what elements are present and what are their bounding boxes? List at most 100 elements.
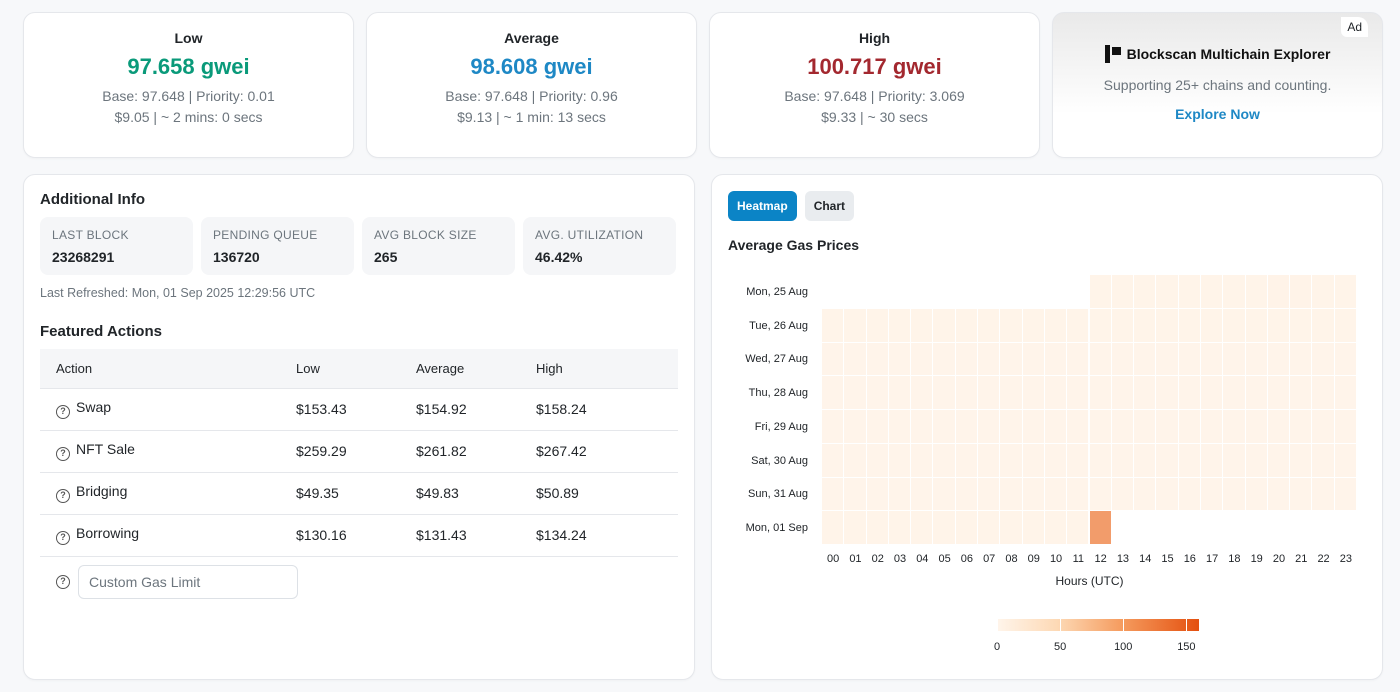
heatmap-cell[interactable] <box>1021 307 1045 343</box>
heatmap-cell[interactable] <box>1333 307 1357 343</box>
heatmap-cell[interactable] <box>1311 442 1335 478</box>
heatmap-cell[interactable] <box>1066 341 1090 377</box>
heatmap-cell[interactable] <box>1043 341 1068 377</box>
heatmap-cell[interactable] <box>1066 375 1090 410</box>
heatmap-cell[interactable] <box>977 510 1001 545</box>
heatmap-cell[interactable] <box>1133 476 1157 512</box>
tab-heatmap[interactable]: Heatmap <box>728 191 797 221</box>
heatmap-cell[interactable] <box>865 476 889 512</box>
heatmap-cell[interactable] <box>977 375 1001 410</box>
heatmap-cell[interactable] <box>843 341 867 377</box>
heatmap-cell[interactable] <box>1043 510 1068 545</box>
heatmap-cell[interactable] <box>999 341 1023 377</box>
heatmap-cell[interactable] <box>954 442 979 478</box>
heatmap-cell[interactable] <box>1222 274 1246 309</box>
heatmap-cell[interactable] <box>954 341 979 377</box>
heatmap-cell[interactable] <box>1110 375 1135 410</box>
heatmap-cell[interactable] <box>910 307 934 343</box>
heatmap-cell[interactable] <box>1289 476 1313 512</box>
heatmap-cell[interactable] <box>1244 341 1268 377</box>
heatmap-cell[interactable] <box>999 409 1023 444</box>
heatmap-cell[interactable] <box>1043 307 1068 343</box>
heatmap-cell[interactable] <box>1043 375 1068 410</box>
heatmap-cell[interactable] <box>910 510 934 545</box>
heatmap-cell[interactable] <box>1199 442 1224 478</box>
heatmap-cell[interactable] <box>1133 341 1157 377</box>
tab-chart[interactable]: Chart <box>804 191 855 221</box>
heatmap-cell[interactable] <box>1266 341 1291 377</box>
heatmap-cell[interactable] <box>887 341 912 377</box>
heatmap-cell[interactable] <box>865 375 889 410</box>
heatmap-cell[interactable] <box>1177 375 1201 410</box>
heatmap-cell[interactable] <box>1222 341 1246 377</box>
heatmap-cell[interactable] <box>1199 274 1224 309</box>
question-circle-icon[interactable]: ? <box>56 405 70 419</box>
heatmap-cell[interactable] <box>1066 409 1090 444</box>
heatmap-cell[interactable] <box>1199 375 1224 410</box>
question-circle-icon[interactable]: ? <box>56 575 70 589</box>
heatmap-cell[interactable] <box>1311 409 1335 444</box>
question-circle-icon[interactable]: ? <box>56 531 70 545</box>
heatmap-cell[interactable] <box>1088 307 1112 343</box>
heatmap-cell[interactable] <box>932 442 956 478</box>
heatmap-cell[interactable] <box>820 476 845 512</box>
question-circle-icon[interactable]: ? <box>56 447 70 461</box>
heatmap-cell[interactable] <box>1199 409 1224 444</box>
heatmap-cell[interactable] <box>1021 510 1045 545</box>
heatmap-cell[interactable] <box>1155 442 1179 478</box>
heatmap-cell[interactable] <box>887 476 912 512</box>
heatmap-cell[interactable] <box>1110 341 1135 377</box>
heatmap-cell[interactable] <box>954 307 979 343</box>
heatmap-cell[interactable] <box>820 409 845 444</box>
heatmap-cell[interactable] <box>932 375 956 410</box>
heatmap-cell[interactable] <box>843 510 867 545</box>
heatmap-cell[interactable] <box>1021 409 1045 444</box>
heatmap-cell[interactable] <box>999 375 1023 410</box>
heatmap-cell[interactable] <box>865 307 889 343</box>
heatmap-cell[interactable] <box>1289 341 1313 377</box>
heatmap-cell[interactable] <box>1244 274 1268 309</box>
heatmap-cell[interactable] <box>843 476 867 512</box>
heatmap-cell[interactable] <box>1110 274 1135 309</box>
heatmap-cell[interactable] <box>1266 442 1291 478</box>
heatmap-cell[interactable] <box>820 510 845 545</box>
heatmap-cell[interactable] <box>1333 375 1357 410</box>
heatmap-cell[interactable] <box>1155 409 1179 444</box>
heatmap-cell[interactable] <box>1088 409 1112 444</box>
heatmap-cell[interactable] <box>1333 442 1357 478</box>
heatmap-cell[interactable] <box>1289 274 1313 309</box>
heatmap-cell[interactable] <box>1289 409 1313 444</box>
heatmap-cell[interactable] <box>1199 476 1224 512</box>
heatmap-cell[interactable] <box>1266 476 1291 512</box>
heatmap-cell[interactable] <box>1222 476 1246 512</box>
heatmap-cell[interactable] <box>843 375 867 410</box>
heatmap-cell[interactable] <box>865 409 889 444</box>
heatmap-cell[interactable] <box>1066 442 1090 478</box>
heatmap-cell[interactable] <box>977 307 1001 343</box>
heatmap-cell[interactable] <box>1021 442 1045 478</box>
heatmap-cell[interactable] <box>910 442 934 478</box>
heatmap-cell[interactable] <box>1021 341 1045 377</box>
heatmap-cell[interactable] <box>1133 442 1157 478</box>
heatmap-cell[interactable] <box>1133 375 1157 410</box>
heatmap-cell[interactable] <box>999 442 1023 478</box>
heatmap-cell[interactable] <box>1066 307 1090 343</box>
heatmap-cell[interactable] <box>1333 409 1357 444</box>
heatmap-cell[interactable] <box>1222 307 1246 343</box>
heatmap-cell[interactable] <box>1333 274 1357 309</box>
heatmap-cell[interactable] <box>1110 409 1135 444</box>
heatmap-cell[interactable] <box>1021 476 1045 512</box>
heatmap-cell[interactable] <box>977 476 1001 512</box>
heatmap-cell[interactable] <box>932 409 956 444</box>
heatmap-cell[interactable] <box>1155 476 1179 512</box>
heatmap-cell[interactable] <box>887 442 912 478</box>
heatmap-cell[interactable] <box>1088 375 1112 410</box>
heatmap-cell[interactable] <box>1043 442 1068 478</box>
heatmap-cell[interactable] <box>1244 409 1268 444</box>
heatmap-cell[interactable] <box>1333 476 1357 512</box>
heatmap-cell[interactable] <box>954 476 979 512</box>
heatmap-cell[interactable] <box>1110 442 1135 478</box>
heatmap-cell[interactable] <box>1066 510 1090 545</box>
heatmap-cell[interactable] <box>1333 341 1357 377</box>
heatmap-cell[interactable] <box>843 442 867 478</box>
